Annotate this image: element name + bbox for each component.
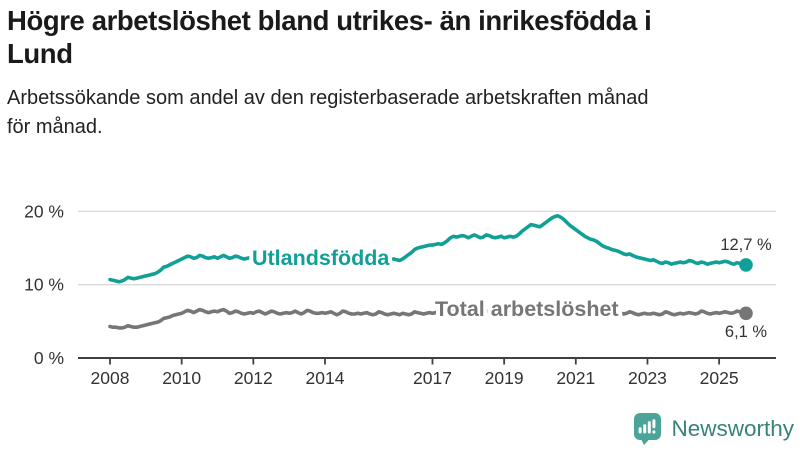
x-tick-label-2017: 2017 (413, 368, 452, 388)
chart-title-line1: Högre arbetslöshet bland utrikes- än inr… (7, 5, 652, 36)
chart-title: Högre arbetslöshet bland utrikes- än inr… (7, 4, 793, 70)
x-tick-label-2021: 2021 (556, 368, 595, 388)
y-tick-label-10: 10 % (24, 275, 64, 295)
x-tick-label-2012: 2012 (234, 368, 273, 388)
chart-subtitle-line1: Arbetssökande som andel av den registerb… (7, 87, 649, 109)
x-tick-label-2019: 2019 (485, 368, 524, 388)
logo-badge (634, 413, 662, 440)
chart-subtitle-line2: för månad. (7, 116, 103, 138)
x-tick-label-2025: 2025 (700, 368, 739, 388)
y-tick-label-20: 20 % (24, 201, 64, 221)
y-tick-label-0: 0 % (34, 348, 64, 368)
series-end-dots (739, 258, 753, 321)
chart-subtitle: Arbetssökande som andel av den registerb… (7, 84, 793, 142)
series-label-utlandsfodda: Utlandsfödda (252, 246, 390, 270)
x-tick-label-2023: 2023 (628, 368, 667, 388)
chart-header: Högre arbetslöshet bland utrikes- än inr… (7, 4, 793, 142)
series-line-total-arbetsloshet (108, 299, 748, 330)
series-label-total-arbetsloshet: Total arbetslöshet (435, 297, 619, 321)
logo-badge-tail (640, 438, 651, 445)
series-end-dot-total-arbetsloshet (739, 306, 753, 321)
newsworthy-branding: Newsworthy (633, 412, 794, 445)
chart-title-line2: Lund (7, 38, 73, 69)
x-tick-label-2008: 2008 (91, 368, 130, 388)
logo-bars-glyph (639, 419, 656, 434)
x-tick-label-2014: 2014 (306, 368, 345, 388)
x-tick-label-2010: 2010 (162, 368, 201, 388)
newsworthy-logo-icon (634, 413, 662, 445)
value-label-utlandsfodda: 12,7 % (720, 236, 772, 254)
newsworthy-brand-text: Newsworthy (671, 415, 794, 441)
series-end-dot-utlandsfodda (739, 258, 753, 272)
series-line-utlandsfodda (108, 214, 748, 284)
plot-area: 0 % 10 % 20 % 2008 2010 2012 2014 2017 2019 2021 2… (24, 201, 776, 388)
value-label-total-arbetsloshet: 6,1 % (725, 323, 768, 341)
